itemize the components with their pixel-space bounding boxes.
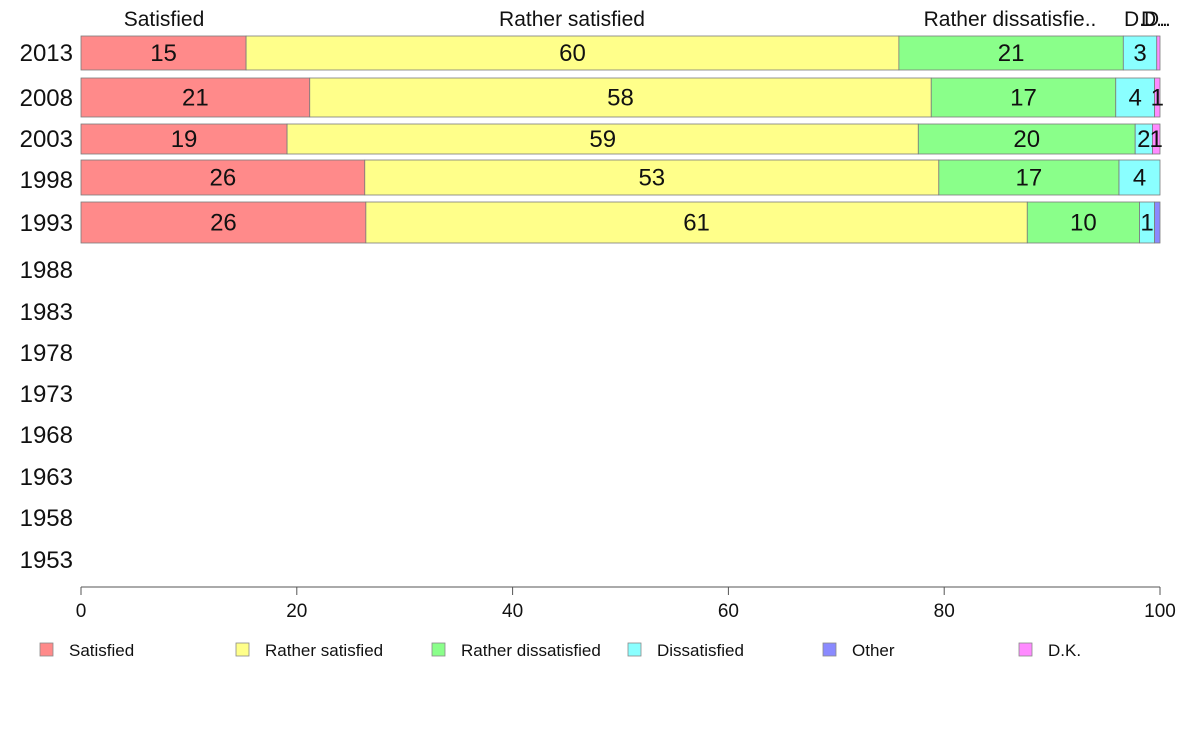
year-label: 1998 <box>20 167 73 194</box>
bar-value-label: 53 <box>638 165 665 192</box>
top-category-label: Rather dissatisfie.. <box>924 8 1097 31</box>
bar-value-label: 15 <box>150 40 177 67</box>
year-label: 1993 <box>20 210 73 237</box>
bar-value-label: 2 <box>1137 126 1150 153</box>
year-label: 1978 <box>20 340 73 367</box>
bar-value-label: 60 <box>559 40 586 67</box>
bar-value-label: 59 <box>589 126 616 153</box>
bar-segment <box>1154 77 1161 118</box>
bar-segment <box>80 201 367 244</box>
year-axis-labels: 2013 2008 2003 1998 1993 1988 1983 1978 1973 1968… <box>20 40 73 574</box>
bars-group: 15 60 21 321 58 17 4 119 59 20 2 126 53 17 426 61 10 1 <box>80 35 1164 244</box>
x-tick-label: 60 <box>718 601 739 622</box>
bar-value-label: 17 <box>1016 165 1043 192</box>
bar-segment <box>898 35 1124 71</box>
year-label: 1988 <box>20 257 73 284</box>
top-category-labels: Satisfied Rather satisfied Rather dissatis… <box>124 8 1171 31</box>
legend-label: Dissatisfied <box>657 641 744 660</box>
legend-label: Satisfied <box>69 641 134 660</box>
legend: Satisfied Rather satisfied Rather dissatis… <box>39 641 1081 660</box>
top-category-label: Satisfied <box>124 8 205 31</box>
bar-segment <box>364 159 940 196</box>
bar-value-label: 4 <box>1133 165 1146 192</box>
year-label: 1973 <box>20 381 73 408</box>
x-tick-label: 0 <box>76 601 87 622</box>
bar-value-label: 3 <box>1133 40 1146 67</box>
year-label: 2003 <box>20 126 73 153</box>
bar-value-label: 21 <box>182 85 209 112</box>
top-category-label: D.. <box>1141 8 1168 31</box>
legend-swatch <box>627 642 642 657</box>
top-category-label: D.. <box>1124 8 1151 31</box>
bar-segment <box>80 77 311 118</box>
top-category-label: Rather satisfied <box>499 8 645 31</box>
bar-segment <box>1115 77 1156 118</box>
bar-segment <box>1118 159 1161 196</box>
x-tick-label: 100 <box>1144 601 1176 622</box>
bar-value-label: 10 <box>1070 210 1097 237</box>
legend-label: Rather satisfied <box>265 641 383 660</box>
top-category-label: D.. <box>1144 8 1171 31</box>
year-label: 1963 <box>20 464 73 491</box>
bar-segment <box>938 159 1120 196</box>
x-tick-label: 40 <box>502 601 523 622</box>
legend-label: Rather dissatisfied <box>461 641 601 660</box>
x-tick-label: 20 <box>286 601 307 622</box>
year-label: 1983 <box>20 299 73 326</box>
bar-value-label: 1 <box>1151 85 1164 112</box>
year-label: 1953 <box>20 547 73 574</box>
bar-segment <box>930 77 1117 118</box>
bar-segment <box>1152 123 1161 155</box>
bar-segment <box>917 123 1136 155</box>
bar-segment <box>365 201 1028 244</box>
bar-value-label: 19 <box>171 126 198 153</box>
x-tick-label: 80 <box>934 601 955 622</box>
bar-value-label: 61 <box>683 210 710 237</box>
bar-segment <box>1154 201 1161 244</box>
year-label: 2013 <box>20 40 73 67</box>
bar-value-label: 26 <box>210 210 237 237</box>
bar-segment <box>286 123 919 155</box>
year-label: 1958 <box>20 505 73 532</box>
bar-segment <box>1122 35 1158 71</box>
bar-value-label: 21 <box>998 40 1025 67</box>
year-label: 1968 <box>20 422 73 449</box>
legend-swatch <box>431 642 446 657</box>
bar-segment <box>1156 35 1161 71</box>
bar-segment <box>80 123 288 155</box>
bar-segment <box>80 35 247 71</box>
bar-value-label: 4 <box>1129 85 1142 112</box>
x-axis: 0 20 40 60 80 100 <box>76 586 1176 622</box>
legend-swatch <box>235 642 250 657</box>
bar-value-label: 1 <box>1150 126 1163 153</box>
legend-swatch <box>39 642 54 657</box>
bar-value-label: 1 <box>1140 210 1153 237</box>
legend-label: D.K. <box>1048 641 1081 660</box>
bar-value-label: 20 <box>1013 126 1040 153</box>
legend-swatch <box>1018 642 1033 657</box>
bar-segment <box>80 159 366 196</box>
bar-value-label: 17 <box>1010 85 1037 112</box>
year-label: 2008 <box>20 85 73 112</box>
bar-segment <box>1026 201 1140 244</box>
bar-segment <box>309 77 932 118</box>
bar-value-label: 26 <box>210 165 237 192</box>
legend-swatch <box>822 642 837 657</box>
legend-label: Other <box>852 641 895 660</box>
bar-value-label: 58 <box>607 85 634 112</box>
